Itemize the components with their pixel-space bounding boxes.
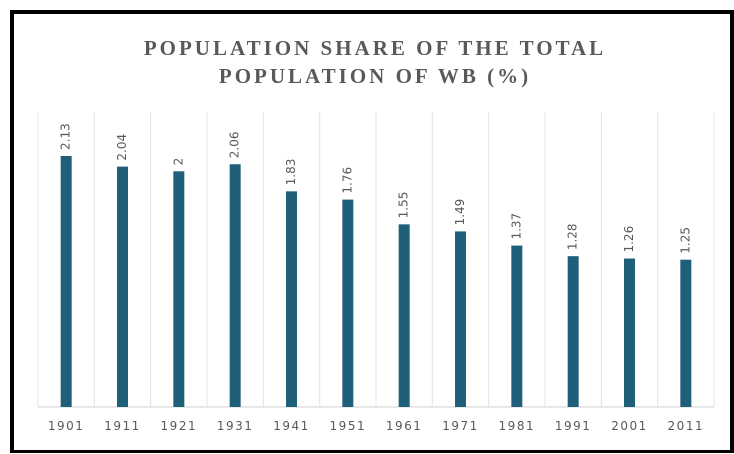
x-tick-label: 1951 (330, 419, 367, 433)
data-label: 1.26 (622, 226, 636, 253)
data-label: 1.25 (678, 227, 692, 254)
bar (680, 259, 692, 407)
bar (173, 171, 185, 407)
bar (60, 156, 72, 407)
chart-title: POPULATION SHARE OF THE TOTAL POPULATION… (143, 36, 607, 88)
x-tick-label: 1941 (273, 419, 310, 433)
bar (229, 164, 241, 407)
x-tick-label: 1921 (161, 419, 198, 433)
bar (398, 224, 410, 407)
x-tick-label: 1901 (48, 419, 85, 433)
bar (286, 191, 297, 407)
x-tick-label: 1961 (386, 419, 423, 433)
data-label: 1.49 (453, 199, 467, 226)
data-label: 1.55 (397, 192, 411, 219)
data-label: 1.76 (340, 167, 354, 194)
x-tick-label: 1981 (499, 419, 536, 433)
data-label: 2.13 (59, 123, 73, 150)
x-tick-label: 1971 (442, 419, 479, 433)
x-tick-label: 1931 (217, 419, 254, 433)
data-label: 2.04 (115, 134, 129, 161)
bar (511, 245, 523, 407)
bar (455, 231, 466, 407)
x-tick-label: 2011 (668, 419, 705, 433)
x-tick-label: 2001 (611, 419, 648, 433)
chart-frame (10, 10, 734, 453)
data-label: 2 (171, 158, 185, 166)
bar (342, 199, 354, 407)
data-label: 2.06 (228, 132, 242, 159)
x-tick-label: 1911 (104, 419, 141, 433)
data-label: 1.28 (566, 223, 580, 250)
bar (117, 166, 128, 407)
bar (567, 256, 579, 407)
bar (624, 258, 635, 407)
data-label: 1.37 (509, 213, 523, 240)
data-label: 1.83 (284, 159, 298, 186)
x-tick-label: 1991 (555, 419, 592, 433)
